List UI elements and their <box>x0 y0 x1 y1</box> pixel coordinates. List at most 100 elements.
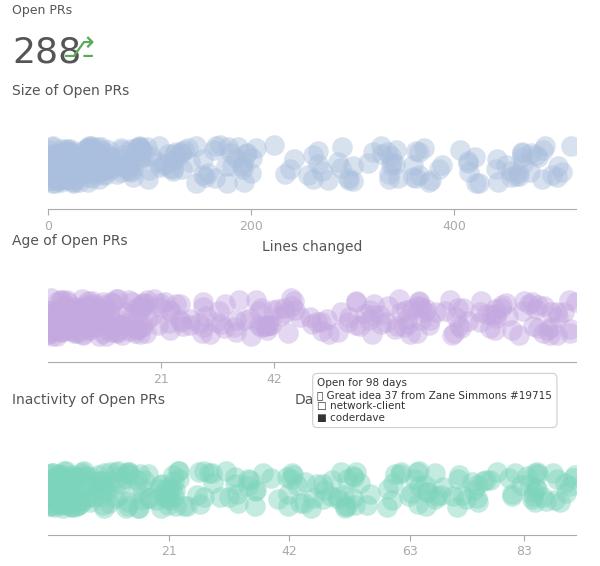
Point <box>163 501 172 510</box>
Point <box>106 153 115 162</box>
Point <box>73 159 83 168</box>
Point <box>70 503 79 512</box>
Point <box>464 168 474 177</box>
Point <box>217 319 226 328</box>
Point <box>58 497 68 506</box>
Point <box>109 318 119 327</box>
Point <box>262 325 271 335</box>
Point <box>84 155 94 164</box>
Point <box>82 169 91 178</box>
Point <box>491 325 500 335</box>
Point <box>52 486 61 495</box>
Point <box>365 305 375 314</box>
Point <box>156 504 166 513</box>
Point <box>290 306 299 315</box>
Point <box>66 502 76 511</box>
Point <box>116 162 125 171</box>
Point <box>533 301 543 310</box>
Point <box>47 331 57 340</box>
Point <box>49 491 59 500</box>
Point <box>256 303 265 312</box>
Point <box>121 503 131 512</box>
Point <box>56 150 65 159</box>
Point <box>53 177 62 186</box>
Point <box>482 310 492 319</box>
Point <box>235 295 244 305</box>
Point <box>98 329 108 338</box>
Point <box>275 312 284 321</box>
Point <box>76 473 86 482</box>
Point <box>351 296 361 305</box>
Point <box>83 143 93 152</box>
Point <box>487 311 497 320</box>
Point <box>501 299 511 308</box>
Point <box>85 476 95 485</box>
Point <box>72 328 82 337</box>
Point <box>64 171 73 181</box>
Point <box>458 304 467 313</box>
Point <box>67 326 76 335</box>
Point <box>394 295 404 304</box>
Point <box>454 474 463 483</box>
Point <box>566 329 575 338</box>
Point <box>117 320 127 329</box>
Point <box>260 321 270 331</box>
Point <box>185 321 195 330</box>
Point <box>52 169 61 178</box>
Point <box>47 318 57 327</box>
Point <box>88 173 97 182</box>
Point <box>307 320 317 329</box>
Point <box>77 470 87 479</box>
Point <box>98 301 108 310</box>
Point <box>343 501 352 511</box>
Point <box>532 484 542 493</box>
Point <box>327 475 337 484</box>
Point <box>57 490 67 499</box>
Point <box>129 152 139 161</box>
Point <box>64 324 73 333</box>
Point <box>136 155 145 164</box>
Point <box>392 321 402 331</box>
Point <box>72 502 82 511</box>
Point <box>199 155 208 164</box>
Point <box>59 500 69 509</box>
Point <box>46 487 55 496</box>
Point <box>547 322 556 331</box>
Point <box>46 490 56 499</box>
Point <box>137 301 147 310</box>
Point <box>55 477 65 486</box>
Point <box>177 165 187 174</box>
Point <box>269 305 278 314</box>
Point <box>517 152 526 161</box>
Point <box>343 173 353 182</box>
Point <box>122 468 132 477</box>
Point <box>112 160 121 169</box>
Point <box>47 162 57 171</box>
Point <box>124 469 134 478</box>
Point <box>104 164 113 173</box>
Point <box>416 316 426 325</box>
Point <box>67 306 76 315</box>
Point <box>134 303 143 312</box>
Point <box>423 487 433 496</box>
Point <box>383 502 392 511</box>
Point <box>430 469 439 478</box>
Point <box>137 496 147 505</box>
Point <box>103 326 113 335</box>
Point <box>168 470 178 479</box>
Point <box>198 298 208 307</box>
Point <box>50 154 60 163</box>
Point <box>169 492 179 501</box>
Point <box>176 149 186 158</box>
Point <box>94 175 104 184</box>
Point <box>46 495 55 504</box>
Point <box>559 308 569 317</box>
Point <box>427 175 436 185</box>
Point <box>45 320 55 329</box>
Point <box>75 490 85 499</box>
Point <box>112 169 122 178</box>
Point <box>80 471 89 481</box>
Point <box>95 486 104 495</box>
Point <box>48 469 58 478</box>
Point <box>219 323 229 332</box>
